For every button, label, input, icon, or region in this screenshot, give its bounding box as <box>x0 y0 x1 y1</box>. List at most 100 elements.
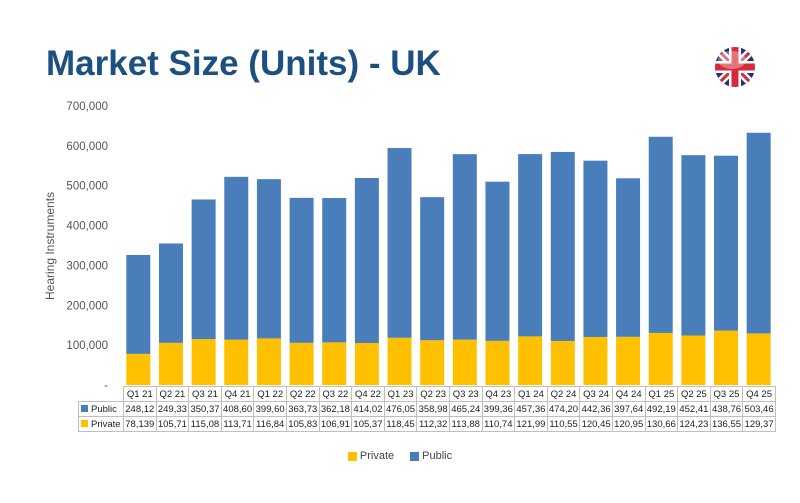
category-label: Q4 21 <box>220 386 255 402</box>
data-label: 442,36 <box>579 401 613 417</box>
category-label: Q2 24 <box>546 386 581 402</box>
category-label: Q1 21 <box>123 386 157 402</box>
data-label: 120,95 <box>611 416 646 432</box>
y-tick-label: - <box>104 380 108 392</box>
y-tick-label: 400,000 <box>66 221 108 233</box>
category-label: Q3 21 <box>188 386 222 402</box>
category-label: Q1 25 <box>644 386 679 402</box>
bar-private-q4-23 <box>485 340 510 385</box>
bar-public-q1-25 <box>648 136 673 333</box>
data-label: 113,71 <box>220 416 255 432</box>
data-label: 452,41 <box>677 401 711 417</box>
data-label: 399,60 <box>253 401 287 417</box>
bar-private-q2-21 <box>158 342 183 385</box>
data-label: 457,36 <box>514 401 548 417</box>
bar-private-q2-22 <box>289 342 314 385</box>
category-label: Q1 23 <box>383 386 418 402</box>
bar-public-q2-24 <box>550 151 575 341</box>
data-label: 116,84 <box>253 416 287 432</box>
data-label: 105,83 <box>285 416 320 432</box>
data-table: Q1 21 Q2 21 Q3 21 Q4 21 Q1 22 Q2 22 Q3 22 Q4 22… <box>78 386 776 432</box>
category-label: Q2 22 <box>285 386 320 402</box>
data-label: 110,55 <box>546 416 581 432</box>
page-title: Market Size (Units) - UK <box>46 44 441 83</box>
y-axis-label: Hearing Instruments <box>43 192 57 300</box>
category-label: Q3 25 <box>709 386 744 402</box>
table-row-public: Public 248,12 249,33 350,37 408,60 399,60 363,… <box>78 401 776 417</box>
category-label: Q1 22 <box>253 386 287 402</box>
bar-public-q3-25 <box>714 155 739 331</box>
bar-private-q1-24 <box>518 336 543 385</box>
data-label: 363,73 <box>285 401 320 417</box>
y-tick-label: 600,000 <box>66 141 108 153</box>
y-tick-label: 300,000 <box>66 260 108 272</box>
data-label: 414,02 <box>351 401 385 417</box>
data-label: 110,74 <box>481 416 516 432</box>
bar-private-q2-24 <box>550 340 575 385</box>
bar-private-q4-22 <box>354 343 379 385</box>
bar-public-q4-21 <box>224 176 249 340</box>
data-label: 362,18 <box>318 401 353 417</box>
bar-private-q1-22 <box>256 338 281 385</box>
data-label: 129,37 <box>742 416 776 432</box>
category-label: Q2 21 <box>155 386 190 402</box>
bar-private-q3-24 <box>583 336 608 385</box>
legend-label: Private <box>359 450 395 462</box>
y-tick-label: 500,000 <box>66 181 108 193</box>
legend-label: Public <box>422 450 453 462</box>
data-label: 358,98 <box>416 401 450 417</box>
y-tick-label: 200,000 <box>66 300 108 312</box>
bar-public-q3-22 <box>322 198 347 343</box>
data-label: 78,139 <box>123 416 157 432</box>
category-label: Q4 23 <box>481 386 516 402</box>
bar-private-q3-22 <box>322 342 347 385</box>
data-label: 105,71 <box>155 416 190 432</box>
bar-private-q2-25 <box>681 335 706 385</box>
data-label: 105,37 <box>351 416 385 432</box>
bar-private-q4-25 <box>746 333 771 385</box>
bar-public-q1-21 <box>126 254 151 354</box>
bar-public-q4-22 <box>354 177 379 344</box>
data-label: 124,23 <box>677 416 711 432</box>
data-label: 438,76 <box>709 401 744 417</box>
bar-private-q1-23 <box>387 337 412 385</box>
category-label: Q2 25 <box>677 386 711 402</box>
data-label: 113,88 <box>448 416 483 432</box>
category-label: Q4 24 <box>611 386 646 402</box>
bar-public-q1-24 <box>518 154 543 337</box>
data-label: 248,12 <box>123 401 157 417</box>
data-label: 399,36 <box>481 401 516 417</box>
data-label: 112,32 <box>416 416 450 432</box>
uk-flag-icon <box>715 47 755 87</box>
bar-public-q2-22 <box>289 197 314 343</box>
data-label: 476,05 <box>383 401 418 417</box>
data-label: 492,19 <box>644 401 679 417</box>
data-label: 503,46 <box>742 401 776 417</box>
category-label: Q4 25 <box>742 386 776 402</box>
bar-private-q4-21 <box>224 339 249 385</box>
data-label: 121,99 <box>514 416 548 432</box>
bar-private-q3-21 <box>191 339 216 385</box>
category-label: Q1 24 <box>514 386 548 402</box>
data-label: 115,08 <box>188 416 222 432</box>
series-label: Private <box>91 418 121 430</box>
bar-private-q1-21 <box>126 353 151 385</box>
data-label: 106,91 <box>318 416 353 432</box>
category-label: Q3 23 <box>448 386 483 402</box>
data-label: 474,20 <box>546 401 581 417</box>
bar-public-q3-21 <box>191 199 216 340</box>
data-label: 118,45 <box>383 416 418 432</box>
legend-item-private: Private <box>347 450 395 462</box>
category-label: Q3 24 <box>579 386 613 402</box>
bar-public-q3-23 <box>452 154 477 340</box>
data-label: 136,55 <box>709 416 744 432</box>
y-axis: - 100,000 200,000 300,000 400,000 500,000 600,… <box>66 101 108 392</box>
bar-public-q2-25 <box>681 155 706 336</box>
bar-public-q3-24 <box>583 160 608 337</box>
bar-public-q4-25 <box>746 132 771 334</box>
table-header-row: Q1 21 Q2 21 Q3 21 Q4 21 Q1 22 Q2 22 Q3 22 Q4 22… <box>79 386 776 402</box>
legend-item-public: Public <box>410 450 452 462</box>
bar-public-q1-22 <box>256 179 281 339</box>
data-label: 408,60 <box>220 401 255 417</box>
